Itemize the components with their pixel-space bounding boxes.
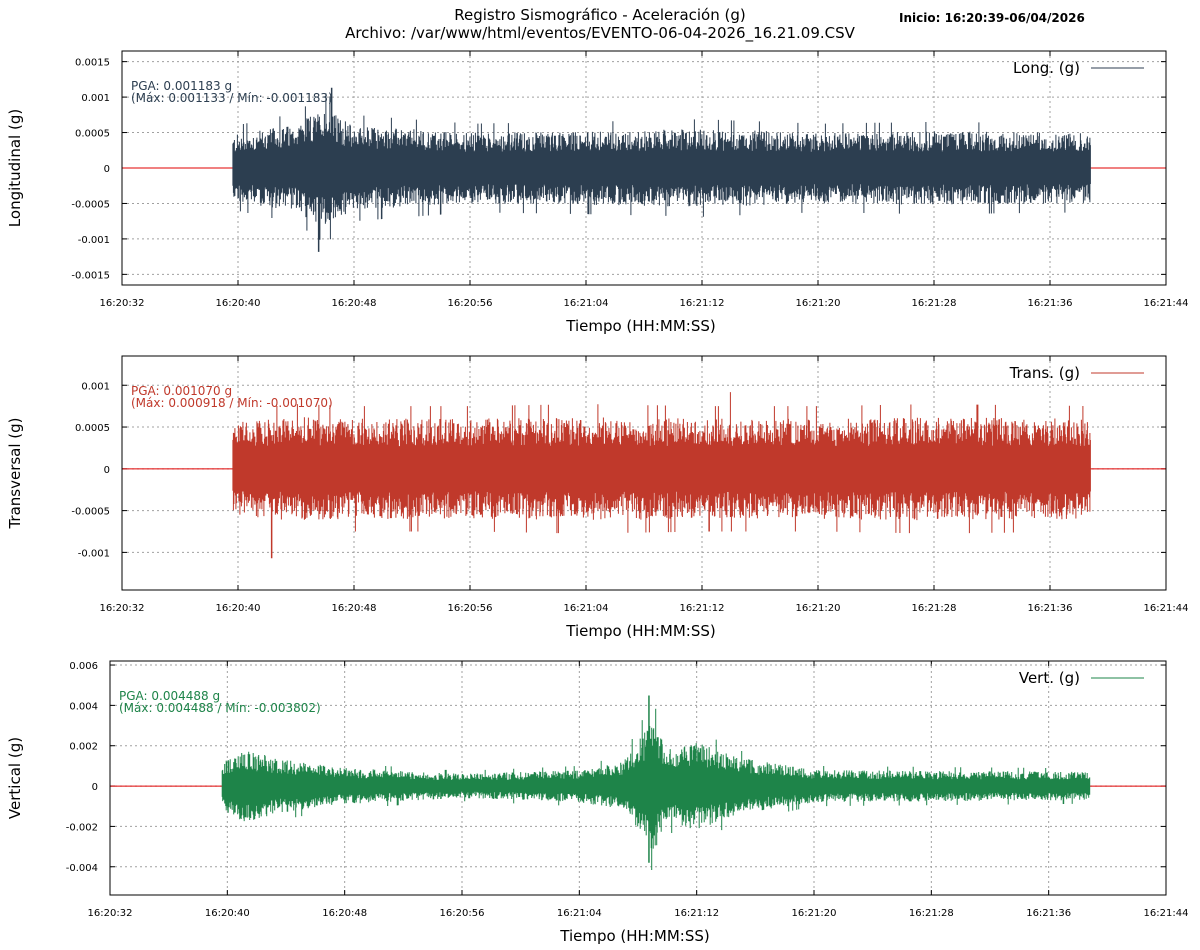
plot-frame [109, 660, 1167, 896]
x-tick-label: 16:20:40 [216, 298, 261, 309]
x-tick-label: 16:21:12 [680, 603, 725, 614]
y-tick-label: 0.0005 [75, 129, 110, 140]
y-tick-label: -0.002 [66, 822, 98, 833]
y-tick-label: -0.001 [78, 235, 110, 246]
y-tick-label: 0.002 [69, 742, 98, 753]
plot-frame [121, 50, 1167, 286]
x-tick-label: 16:21:20 [792, 908, 837, 919]
y-axis-label: Longitudinal (g) [6, 109, 24, 227]
x-tick-label: 16:20:32 [88, 908, 133, 919]
x-tick-label: 16:21:44 [1144, 908, 1189, 919]
x-tick-label: 16:20:56 [440, 908, 485, 919]
x-tick-label: 16:20:56 [448, 603, 493, 614]
x-tick-label: 16:21:04 [557, 908, 602, 919]
y-tick-label: 0.001 [81, 93, 110, 104]
y-tick-label: 0 [92, 782, 98, 793]
signal-trace [232, 392, 1091, 559]
plot-frame [121, 355, 1167, 591]
chart-title-line1: Registro Sismográfico - Aceleración (g) [454, 6, 746, 24]
x-tick-label: 16:20:40 [205, 908, 250, 919]
y-tick-label: -0.0005 [71, 507, 110, 518]
x-tick-label: 16:21:20 [796, 603, 841, 614]
max-min-annotation: (Máx: 0.001133 / Mín: -0.001183) [131, 91, 333, 105]
chart-panel-3: 16:20:32 16:20:40 16:20:48 16:20:56 16:21:04… [6, 660, 1189, 945]
x-tick-label: 16:21:12 [674, 908, 719, 919]
x-tick-label: 16:21:04 [564, 298, 609, 309]
chart-panel-1: 16:20:32 16:20:40 16:20:48 16:20:56 16:21:04… [6, 50, 1189, 335]
x-tick-label: 16:20:32 [100, 603, 145, 614]
legend-label: Vert. (g) [1019, 669, 1080, 687]
y-axis-label: Transversal (g) [6, 417, 24, 529]
pga-annotation: PGA: 0.004488 g [119, 689, 220, 703]
start-time-label: Inicio: 16:20:39-06/04/2026 [899, 11, 1085, 25]
x-tick-label: 16:21:28 [912, 603, 957, 614]
x-tick-label: 16:21:04 [564, 603, 609, 614]
legend-label: Long. (g) [1013, 59, 1080, 77]
y-tick-label: 0.004 [69, 701, 98, 712]
x-tick-label: 16:21:12 [680, 298, 725, 309]
x-tick-label: 16:20:48 [322, 908, 367, 919]
y-axis-label: Vertical (g) [6, 737, 24, 819]
pga-annotation: PGA: 0.001183 g [131, 79, 232, 93]
x-tick-label: 16:21:20 [796, 298, 841, 309]
y-tick-label: -0.001 [78, 548, 110, 559]
y-tick-label: -0.0015 [71, 270, 110, 281]
chart-title: Registro Sismográfico - Aceleración (g) … [0, 6, 1200, 42]
x-tick-label: 16:21:36 [1028, 603, 1073, 614]
x-tick-label: 16:21:44 [1144, 298, 1189, 309]
x-tick-label: 16:20:48 [332, 298, 377, 309]
chart-title-line2: Archivo: /var/www/html/eventos/EVENTO-06… [345, 24, 855, 42]
y-tick-label: 0 [104, 164, 110, 175]
x-tick-label: 16:20:48 [332, 603, 377, 614]
signal-trace [221, 695, 1091, 870]
signal-trace [232, 87, 1091, 252]
x-tick-label: 16:21:28 [909, 908, 954, 919]
y-tick-label: -0.004 [66, 863, 98, 874]
y-tick-label: 0.0015 [75, 58, 110, 69]
x-tick-label: 16:21:36 [1028, 298, 1073, 309]
legend-label: Trans. (g) [1009, 364, 1080, 382]
x-axis-label: Tiempo (HH:MM:SS) [565, 317, 715, 335]
x-tick-label: 16:20:40 [216, 603, 261, 614]
chart-panel-2: 16:20:32 16:20:40 16:20:48 16:20:56 16:21:04… [6, 355, 1189, 640]
y-tick-label: 0.001 [81, 381, 110, 392]
y-tick-label: -0.0005 [71, 199, 110, 210]
x-tick-label: 16:21:44 [1144, 603, 1189, 614]
x-tick-label: 16:20:56 [448, 298, 493, 309]
x-axis-label: Tiempo (HH:MM:SS) [565, 622, 715, 640]
x-tick-label: 16:21:36 [1026, 908, 1071, 919]
x-tick-label: 16:21:28 [912, 298, 957, 309]
y-tick-label: 0.006 [69, 661, 98, 672]
y-tick-label: 0 [104, 465, 110, 476]
y-tick-label: 0.0005 [75, 423, 110, 434]
max-min-annotation: (Máx: 0.004488 / Mín: -0.003802) [119, 701, 321, 715]
max-min-annotation: (Máx: 0.000918 / Mín: -0.001070) [131, 396, 333, 410]
pga-annotation: PGA: 0.001070 g [131, 384, 232, 398]
x-axis-label: Tiempo (HH:MM:SS) [559, 927, 709, 945]
x-tick-label: 16:20:32 [100, 298, 145, 309]
